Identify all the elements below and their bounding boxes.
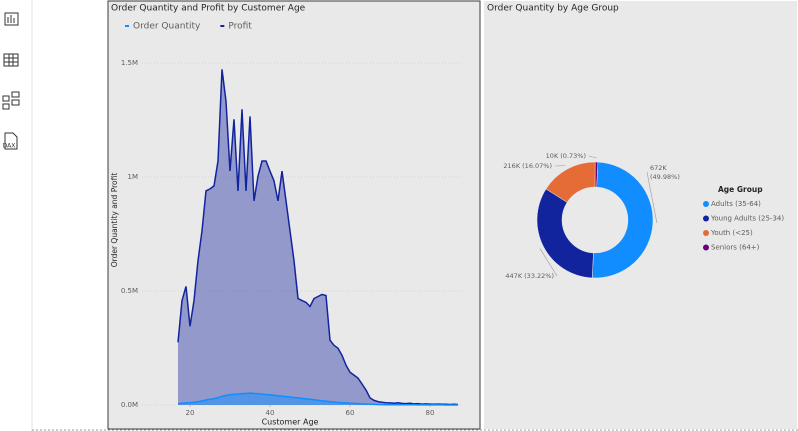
y-tick-label: 1.5M bbox=[121, 59, 138, 67]
legend-marker bbox=[703, 244, 709, 251]
legend-marker bbox=[703, 230, 709, 236]
y-axis-title: Order Quantity and Profit bbox=[110, 173, 119, 268]
line bbox=[177, 69, 459, 406]
icon-box bbox=[11, 91, 20, 98]
x-tick-label: 60 bbox=[346, 409, 355, 417]
y-tick-label: 0.0M bbox=[121, 401, 138, 409]
icon-box bbox=[11, 99, 20, 106]
legend-marker bbox=[703, 201, 709, 207]
x-tick-label: 80 bbox=[426, 409, 435, 417]
chart-panel[interactable] bbox=[107, 0, 481, 430]
chart-title: Order Quantity by Age Group bbox=[487, 4, 619, 14]
icon-frame bbox=[3, 53, 19, 67]
area-fill bbox=[178, 393, 458, 405]
dax-icon[interactable]: DAX bbox=[3, 132, 18, 150]
donut-slice bbox=[591, 161, 654, 279]
legend-label: Order Quantity bbox=[133, 22, 201, 32]
legend-marker bbox=[703, 215, 709, 222]
data-label: 447K (33.22%) bbox=[505, 272, 554, 280]
report-icon[interactable] bbox=[4, 12, 19, 26]
legend-label: Youth (<25) bbox=[710, 229, 753, 237]
icon-page bbox=[4, 132, 18, 150]
legend-title: Age Group bbox=[718, 185, 763, 194]
y-tick-label: 0.5M bbox=[121, 287, 138, 295]
dax-label: DAX bbox=[3, 143, 16, 150]
model-icon[interactable] bbox=[2, 91, 20, 110]
donut-slice bbox=[536, 188, 594, 279]
leader-line bbox=[539, 248, 558, 277]
donut-slice bbox=[594, 161, 599, 188]
x-axis-title: Customer Age bbox=[262, 418, 319, 427]
legend-label: Adults (35-64) bbox=[711, 200, 761, 208]
legend-label: Young Adults (25-34) bbox=[710, 215, 784, 223]
area-fill bbox=[178, 69, 458, 406]
data-label: 10K (0.73%) bbox=[546, 152, 586, 160]
legend-label: Profit bbox=[228, 22, 252, 32]
icon-box bbox=[2, 95, 10, 102]
x-tick-label: 40 bbox=[266, 409, 275, 417]
data-label: 672K (49.98%) bbox=[650, 164, 680, 181]
icon-box bbox=[2, 103, 10, 110]
icon-frame bbox=[4, 12, 19, 26]
chart-title: Order Quantity and Profit by Customer Ag… bbox=[111, 4, 306, 14]
legend-label: Seniors (64+) bbox=[711, 244, 760, 252]
data-label: 216K (16.07%) bbox=[503, 162, 552, 170]
x-tick-label: 20 bbox=[186, 409, 195, 417]
leader-line bbox=[588, 155, 597, 159]
line bbox=[177, 392, 458, 406]
y-tick-label: 1M bbox=[128, 173, 139, 181]
table-icon[interactable] bbox=[3, 53, 19, 67]
leader-line bbox=[646, 171, 658, 224]
